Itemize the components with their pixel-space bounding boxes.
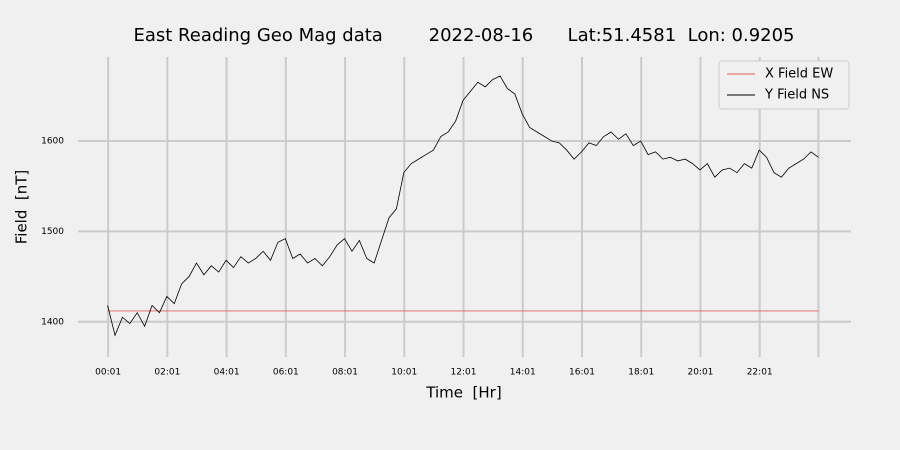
legend-box [718, 60, 850, 110]
data-line [107, 75, 819, 337]
x-tick-label: 22:01 [747, 368, 773, 378]
y-tick-label: 1600 [41, 137, 64, 147]
x-axis-label: Time [Hr] [425, 384, 501, 402]
x-tick-label: 18:01 [628, 368, 654, 378]
legend-label: X Field EW [765, 67, 833, 82]
x-tick-label: 10:01 [391, 368, 417, 378]
y-tick-label: 1400 [41, 317, 64, 327]
x-tick-label: 08:01 [332, 368, 358, 378]
legend-label: Y Field NS [764, 88, 829, 103]
x-tick-label: 06:01 [273, 368, 299, 378]
x-tick-label: 00:01 [95, 368, 121, 378]
y-tick-label: 1500 [41, 227, 64, 237]
x-tick-label: 04:01 [214, 368, 240, 378]
chart-title: East Reading Geo Mag data 2022-08-16 Lat… [133, 25, 794, 46]
x-tick-label: 02:01 [154, 368, 180, 378]
y-axis-label: Field [nT] [13, 170, 31, 245]
legend: X Field EW Y Field NS [718, 60, 850, 110]
x-tick-label: 20:01 [687, 368, 713, 378]
x-tick-label: 12:01 [451, 368, 477, 378]
x-tick-label: 16:01 [569, 368, 595, 378]
x-tick-label: 14:01 [510, 368, 536, 378]
